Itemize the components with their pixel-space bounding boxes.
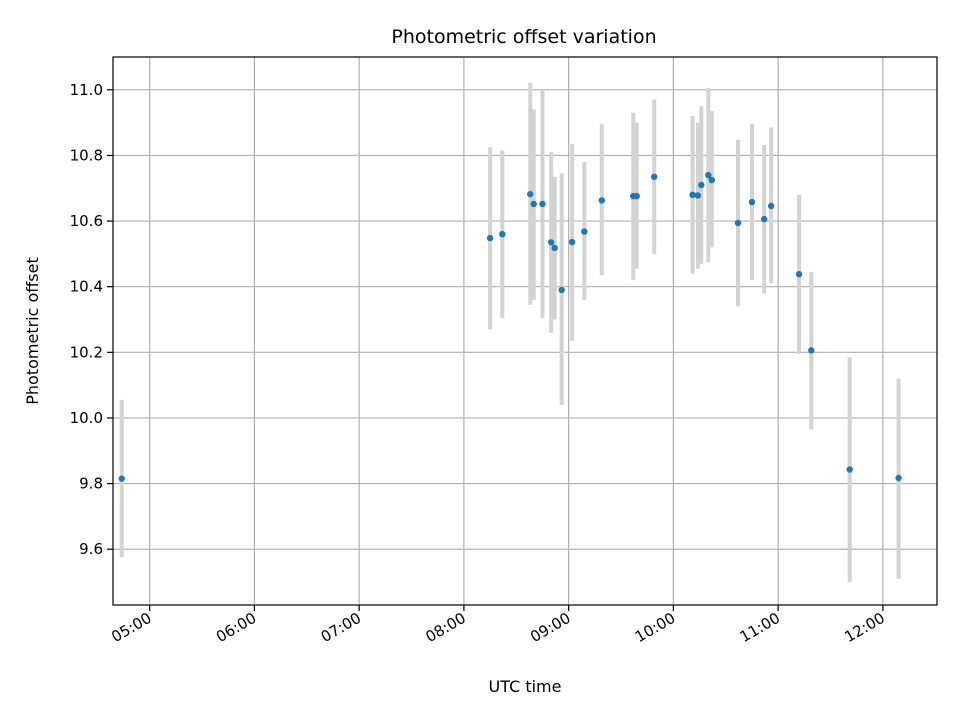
- data-point: [581, 228, 588, 235]
- y-axis-title: Photometric offset: [23, 257, 42, 405]
- data-point: [486, 234, 494, 242]
- data-point: [846, 466, 853, 473]
- data-point: [895, 474, 902, 482]
- x-axis-ticks: 05:00 06:00 07:00 08:00 09:00 10:00 11:00 12:00: [108, 605, 888, 646]
- data-point: [694, 192, 702, 199]
- y-tick-label: 9.8: [79, 475, 103, 493]
- data-point: [598, 197, 606, 204]
- y-axis-ticks: 9.6 9.8 10.0 10.2 10.4 10.6 10.8 11.0: [70, 81, 113, 558]
- y-tick-label: 11.0: [70, 81, 103, 99]
- data-point: [527, 190, 534, 198]
- x-tick-label: 12:00: [841, 609, 887, 646]
- y-tick-label: 10.2: [70, 343, 103, 361]
- data-point: [748, 198, 756, 206]
- data-point: [767, 202, 775, 210]
- data-point: [530, 200, 537, 208]
- data-points: [118, 171, 902, 482]
- data-point: [734, 219, 742, 227]
- y-tick-label: 10.6: [70, 212, 103, 230]
- error-bars: [119, 82, 901, 583]
- data-point: [698, 181, 705, 189]
- data-point: [558, 286, 565, 294]
- data-point: [547, 239, 555, 246]
- data-point: [708, 176, 715, 184]
- data-point: [633, 192, 640, 200]
- x-tick-label: 11:00: [737, 609, 783, 646]
- x-tick-label: 10:00: [632, 609, 678, 646]
- data-point: [551, 244, 558, 252]
- x-tick-label: 09:00: [527, 609, 573, 646]
- x-tick-label: 05:00: [108, 609, 154, 646]
- data-point: [650, 173, 658, 180]
- y-tick-label: 10.0: [70, 409, 103, 427]
- y-tick-label: 10.8: [70, 146, 103, 164]
- data-point: [760, 215, 768, 223]
- x-axis-title: UTC time: [489, 677, 562, 696]
- data-point: [689, 191, 696, 199]
- data-point: [118, 475, 125, 482]
- plot-frame: [112, 56, 938, 606]
- x-tick-label: 07:00: [318, 609, 364, 646]
- grid: [113, 57, 937, 605]
- x-tick-label: 06:00: [213, 609, 259, 646]
- x-tick-label: 08:00: [422, 609, 468, 646]
- chart-title: Photometric offset variation: [391, 26, 656, 48]
- data-point: [499, 230, 506, 238]
- y-tick-label: 9.6: [79, 540, 103, 558]
- data-point: [568, 238, 576, 246]
- data-point: [795, 271, 803, 278]
- y-tick-label: 10.4: [70, 278, 103, 296]
- data-point: [705, 171, 712, 179]
- data-point: [539, 200, 546, 208]
- data-point: [808, 347, 815, 354]
